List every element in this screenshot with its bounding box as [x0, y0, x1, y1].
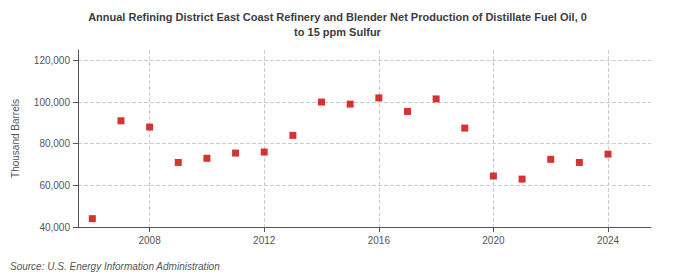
svg-text:to 15 ppm Sulfur: to 15 ppm Sulfur: [294, 26, 382, 38]
svg-text:60,000: 60,000: [39, 180, 70, 191]
svg-text:2020: 2020: [482, 235, 505, 246]
svg-text:2012: 2012: [253, 235, 276, 246]
svg-text:120,000: 120,000: [34, 55, 71, 66]
svg-text:2024: 2024: [597, 235, 620, 246]
svg-text:100,000: 100,000: [34, 97, 71, 108]
svg-text:Thousand Barrels: Thousand Barrels: [10, 99, 21, 178]
svg-text:Source: U.S. Energy Informatio: Source: U.S. Energy Information Administ…: [10, 261, 220, 272]
svg-text:40,000: 40,000: [39, 222, 70, 233]
svg-text:2008: 2008: [139, 235, 162, 246]
svg-text:2016: 2016: [368, 235, 391, 246]
svg-text:Annual Refining District East: Annual Refining District East Coast Refi…: [88, 11, 587, 23]
svg-text:80,000: 80,000: [39, 138, 70, 149]
